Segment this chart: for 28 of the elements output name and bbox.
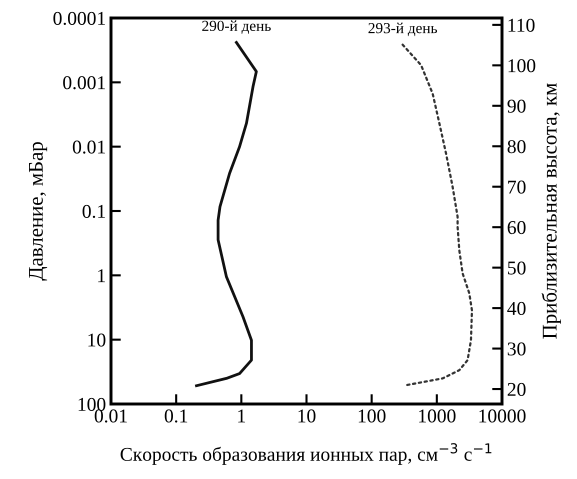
y-tick-label: 0.0001 (53, 12, 105, 26)
x-tick-label: 10 (298, 409, 316, 423)
x-axis-title: Скорость образования ионных пар, см$^{−3}$ с$^{−1}$ (120, 443, 492, 465)
series-label: 290-й день (202, 20, 271, 34)
y2-tick-label: 90 (507, 100, 526, 113)
x-tick-label: 10000 (479, 409, 526, 423)
y-tick-label: 0.1 (82, 204, 105, 218)
y2-tick-label: 80 (508, 140, 526, 154)
y2-tick-label: 20 (508, 382, 526, 396)
y2-tick-label: 100 (508, 59, 536, 72)
y2-tick-label: 40 (507, 302, 526, 316)
y-tick-label: 100 (78, 398, 106, 411)
y-tick-label: 10 (88, 333, 106, 347)
y2-tick-label: 60 (508, 221, 526, 234)
y2-tick-label: 110 (508, 18, 535, 32)
x-tick-label: 100 (358, 409, 386, 423)
y-tick-label: 0.001 (63, 76, 105, 90)
y2-tick-label: 30 (508, 342, 526, 356)
y2-tick-label: 50 (508, 261, 526, 275)
x-tick-label: 1 (238, 410, 246, 422)
x-tick-label: 0.1 (164, 409, 188, 423)
y-axis-title: Давление, мБар (29, 142, 48, 281)
y2-tick-label: 70 (508, 180, 526, 194)
y-tick-label: 0.01 (72, 140, 105, 154)
x-tick-label: 1000 (419, 409, 456, 423)
y-tick-label: 1 (98, 269, 105, 282)
series-label: 293-й день (368, 22, 438, 36)
y2-axis-title: Приблизительная высота, км (542, 83, 561, 339)
